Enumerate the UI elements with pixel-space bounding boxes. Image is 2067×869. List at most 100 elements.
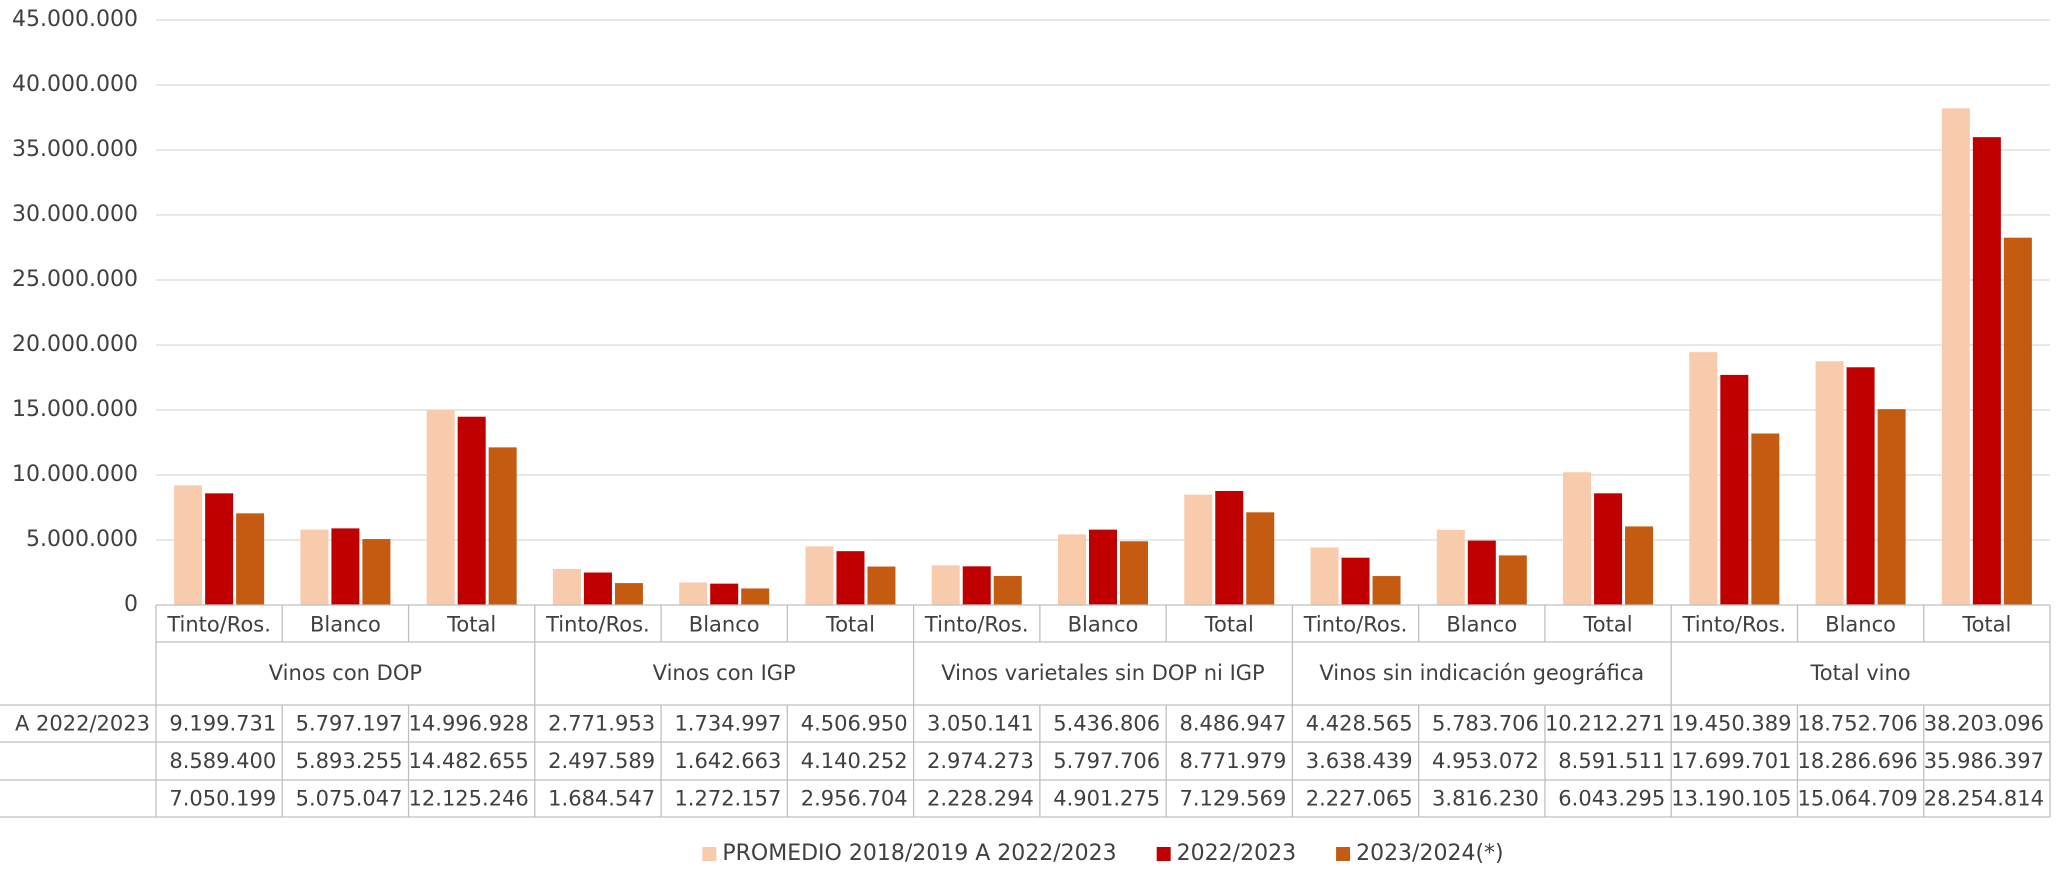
table-value: 3.638.439 <box>1306 749 1413 773</box>
table-value: 3.816.230 <box>1432 787 1539 811</box>
bar <box>614 583 643 605</box>
bar <box>741 588 770 605</box>
bar <box>1972 137 2001 606</box>
bar <box>488 447 517 605</box>
table-value: 12.125.246 <box>409 787 529 811</box>
x-tick-label: Blanco <box>1825 613 1896 637</box>
y-tick-label: 45.000.000 <box>12 7 138 32</box>
group-label: Total vino <box>1810 660 1911 685</box>
x-tick-label: Tinto/Ros. <box>545 613 650 637</box>
x-tick-label: Tinto/Ros. <box>166 613 271 637</box>
bar <box>1372 576 1401 605</box>
bar <box>1436 529 1465 605</box>
legend-label: 2023/2024(*) <box>1356 841 1504 866</box>
group-label: Vinos con DOP <box>268 660 423 685</box>
y-tick-label: 25.000.000 <box>12 267 138 292</box>
bar <box>1625 526 1654 605</box>
table-value: 5.893.255 <box>296 749 403 773</box>
legend-swatch <box>1156 847 1171 861</box>
table-value: 7.129.569 <box>1180 787 1287 811</box>
group-label-box: Vinos con IGP <box>653 661 796 684</box>
table-value: 10.212.271 <box>1545 712 1665 736</box>
bar <box>962 566 991 605</box>
bar <box>1467 540 1496 605</box>
bar <box>1246 512 1275 605</box>
y-tick-label: 15.000.000 <box>12 397 138 422</box>
table-value: 4.428.565 <box>1306 712 1413 736</box>
bar <box>867 566 896 605</box>
group-label-box: Total vino <box>1810 660 1911 685</box>
table-value: 5.075.047 <box>296 787 403 811</box>
bar <box>1941 108 1970 606</box>
bar <box>1058 534 1086 605</box>
table-value: 2.227.065 <box>1306 787 1413 811</box>
y-tick-label: 30.000.000 <box>12 202 138 227</box>
x-tick-label: Total <box>446 613 496 637</box>
table-value: 8.486.947 <box>1180 712 1287 736</box>
table-value: 5.436.806 <box>1053 712 1160 736</box>
table-value: 1.734.997 <box>674 712 781 736</box>
legend-label: 2022/2023 <box>1177 841 1296 866</box>
bar <box>1846 367 1875 605</box>
bar <box>1751 433 1780 605</box>
bar <box>805 546 834 605</box>
table-value: 8.591.511 <box>1558 749 1665 773</box>
table-value: 28.254.814 <box>1924 787 2044 811</box>
table-value: 38.203.096 <box>1924 712 2044 736</box>
bar <box>1689 352 1718 605</box>
y-tick-label: 10.000.000 <box>12 462 138 487</box>
y-tick-label: 20.000.000 <box>12 332 138 357</box>
table-value: 1.642.663 <box>674 749 781 773</box>
bar <box>1120 541 1148 605</box>
bar <box>1310 547 1339 605</box>
x-tick-label: Blanco <box>689 613 760 637</box>
table-value: 35.986.397 <box>1924 749 2044 773</box>
table-value: 4.901.275 <box>1053 787 1160 811</box>
table-value: 2.228.294 <box>927 787 1034 811</box>
bar <box>426 410 455 605</box>
bar <box>836 551 865 605</box>
x-tick-label: Tinto/Ros. <box>924 613 1029 637</box>
bar <box>236 513 265 605</box>
legend-label: PROMEDIO 2018/2019 A 2022/2023 <box>722 841 1116 866</box>
bar <box>679 582 708 605</box>
y-tick-label: 5.000.000 <box>26 527 138 552</box>
y-tick-label: 40.000.000 <box>12 72 138 97</box>
table-value: 6.043.295 <box>1558 787 1665 811</box>
bar <box>1341 557 1370 605</box>
group-label: Vinos sin indicación geográfica <box>1319 660 1645 685</box>
table-value: 2.974.273 <box>927 749 1034 773</box>
bar <box>1563 472 1592 605</box>
table-value: 14.482.655 <box>409 749 529 773</box>
bar <box>1089 529 1117 605</box>
bar <box>300 529 329 605</box>
x-tick-label: Total <box>1583 613 1633 637</box>
x-tick-label: Blanco <box>1446 613 1517 637</box>
table-value: 18.752.706 <box>1797 712 1917 736</box>
table-value: 14.996.928 <box>409 712 529 736</box>
x-tick-label: Total <box>1204 613 1254 637</box>
row-label: A 2022/2023 <box>15 712 150 736</box>
table-value: 4.953.072 <box>1432 749 1539 773</box>
table-value: 18.286.696 <box>1797 749 1917 773</box>
table-value: 5.783.706 <box>1432 712 1539 736</box>
x-tick-label: Total <box>1961 613 2011 637</box>
table-value: 8.771.979 <box>1180 749 1287 773</box>
bar <box>583 572 612 605</box>
x-tick-label: Blanco <box>310 613 381 637</box>
legend: PROMEDIO 2018/2019 A 2022/2023 2022/2023 2… <box>702 841 1504 866</box>
table-value: 2.771.953 <box>548 712 655 736</box>
table-value: 9.199.731 <box>169 712 276 736</box>
bar <box>1720 374 1749 605</box>
y-tick-label: 35.000.000 <box>12 137 138 162</box>
bar <box>174 485 203 605</box>
table-value: 3.050.141 <box>927 712 1034 736</box>
legend-swatch <box>702 847 717 861</box>
bar <box>457 416 486 605</box>
bar <box>1498 555 1527 605</box>
x-tick-label: Tinto/Ros. <box>1303 613 1408 637</box>
bar <box>1184 494 1213 605</box>
group-label: Vinos varietales sin DOP ni IGP <box>941 660 1265 685</box>
x-tick-label: Tinto/Ros. <box>1682 613 1787 637</box>
